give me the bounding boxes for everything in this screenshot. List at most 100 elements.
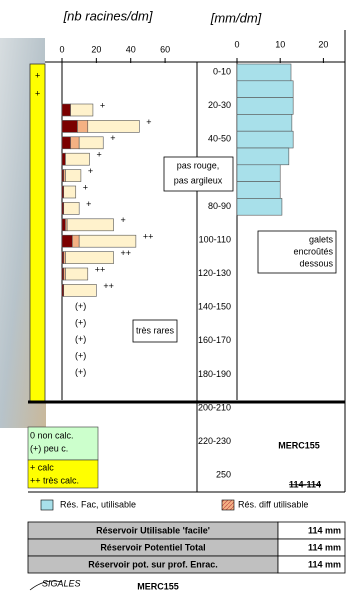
depth-label: 20-30 (208, 100, 231, 110)
site-code: 114-114 (289, 479, 321, 489)
bar-segment (70, 103, 94, 117)
table-text: Réservoir pot. sur prof. Enrac. (88, 559, 218, 569)
calc-label: (+) (75, 350, 86, 360)
calc-legend-box (27, 426, 99, 461)
logo-swoosh (29, 580, 63, 591)
x-tick-label: 20 (91, 44, 101, 54)
bar (236, 130, 294, 149)
calc-label: + (146, 117, 151, 127)
bar-segment (87, 120, 140, 133)
calc-label: (+) (75, 334, 86, 344)
depth-label: 140-150 (198, 302, 231, 312)
bar-segment (77, 120, 89, 133)
summary-table: Réservoir Utilisable 'facile' 114 mm Rés… (27, 521, 346, 574)
depth-label: 220-230 (198, 436, 231, 446)
calc-label: + (110, 133, 115, 143)
bar-segment (72, 234, 80, 248)
calc-legend-item: (+) peu c. (30, 443, 68, 453)
calc-column (29, 63, 46, 403)
bar-segment (70, 136, 80, 150)
table-text: 114 mm (308, 559, 341, 569)
bar (236, 147, 290, 166)
bar-segment (63, 284, 97, 297)
x-tick-label: 0 (234, 39, 239, 49)
logo: SIGALES (42, 578, 81, 588)
x-tick-label: 60 (160, 44, 170, 54)
x-tick-label: 0 (59, 44, 64, 54)
calc-legend-item: + calc (30, 462, 54, 472)
bar (236, 114, 293, 132)
annotation-box (132, 319, 178, 343)
calc-label: + (100, 100, 105, 110)
bar (236, 97, 294, 115)
annotation-box (257, 230, 337, 274)
calc-label: + (88, 166, 93, 176)
calc-legend-box (27, 459, 99, 489)
annotation: pas argileux (174, 175, 223, 185)
x-tick-label: 10 (275, 39, 285, 49)
annotation: dessous (299, 258, 333, 268)
calc-label: ++ (95, 264, 106, 274)
x-tick-label: 40 (126, 44, 136, 54)
bar-segment (61, 152, 66, 166)
annotation: très rares (136, 325, 175, 335)
legend-swatch (40, 499, 54, 511)
calc-label: + (83, 182, 88, 192)
annotation: encroûtés (293, 246, 333, 256)
depth-label: 80-90 (208, 201, 231, 211)
bar-segment (63, 185, 77, 199)
bar-segment (63, 202, 80, 215)
bar-segment (61, 103, 71, 117)
x-axis-label: [mm/dm] (210, 10, 262, 25)
bar (236, 164, 281, 182)
calc-label: (+) (75, 318, 86, 328)
bar-segment (61, 136, 71, 150)
chart-panel (45, 0, 345, 402)
bar-segment (65, 152, 90, 166)
table-text: 114 mm (308, 525, 341, 535)
calc-label: (+) (75, 367, 86, 377)
table-text: Réservoir Potentiel Total (100, 542, 205, 552)
depth-label: 40-50 (208, 134, 231, 144)
annotation: galets (309, 234, 334, 244)
bar-segment (65, 169, 82, 182)
calc-label: ++ (143, 232, 154, 242)
legend-label: Rés. Fac, utilisable (60, 499, 136, 509)
bar (236, 181, 281, 199)
calc-label: + (121, 215, 126, 225)
x-tick-label: 20 (318, 39, 328, 49)
x-axis-label: [nb racines/dm] (63, 8, 153, 23)
depth-label: 160-170 (198, 335, 231, 345)
legend-swatch (221, 499, 235, 511)
bar-segment (61, 234, 73, 248)
bar (236, 63, 292, 82)
bar (236, 198, 283, 216)
calc-mark: + (35, 70, 40, 80)
calc-legend-item: ++ très calc. (30, 475, 79, 485)
bar-segment (78, 234, 137, 248)
bar-segment (65, 251, 114, 264)
depth-label: 100-110 (199, 234, 231, 244)
calc-label: ++ (121, 248, 132, 258)
calc-legend-item: 0 non calc. (30, 430, 74, 440)
calc-label: (+) (75, 301, 86, 311)
bar-segment (61, 120, 78, 133)
calc-label: + (86, 199, 91, 209)
annotation: pas rouge, (177, 160, 220, 170)
table-cell (277, 555, 346, 574)
bar-segment (66, 218, 114, 232)
footer-site: MERC155 (137, 581, 179, 591)
bar (236, 80, 294, 98)
calc-label: ++ (103, 281, 114, 291)
bar-segment (65, 267, 89, 281)
depth-label: 250 (216, 470, 231, 480)
depth-label: 200-210 (198, 402, 231, 412)
annotation-box (163, 156, 234, 192)
legend-label: Rés. diff utilisable (238, 499, 308, 509)
site-name: MERC155 (278, 440, 320, 450)
table-text: Réservoir Utilisable 'facile' (96, 525, 210, 535)
depth-label: 120-130 (198, 268, 231, 278)
calc-label: + (96, 150, 101, 160)
